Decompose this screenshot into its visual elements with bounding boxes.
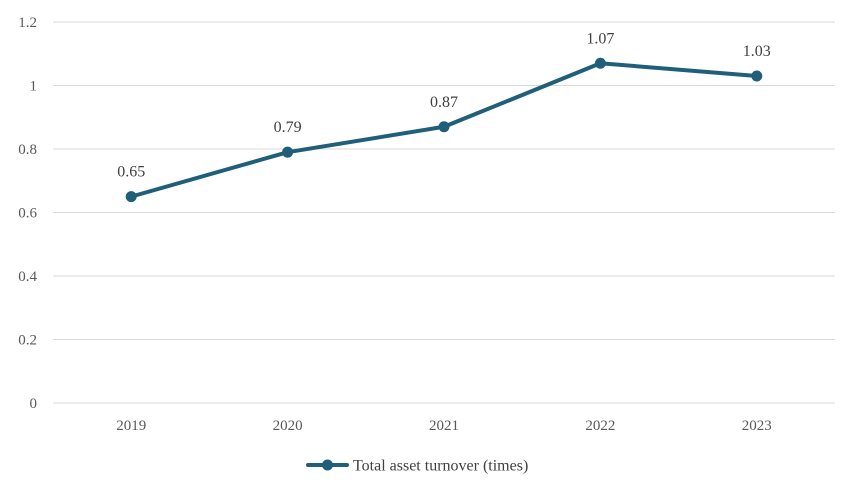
data-point	[438, 121, 450, 133]
y-tick-label: 0.4	[18, 269, 37, 285]
data-label: 0.79	[274, 119, 302, 136]
gridlines	[53, 21, 835, 404]
y-axis-tick-labels: 0 0.2 0.4 0.6 0.8 1 1.2	[18, 15, 37, 412]
x-tick-label: 2020	[273, 418, 303, 434]
y-tick-label: 1.2	[18, 15, 37, 31]
data-point	[125, 191, 137, 203]
data-label: 0.87	[430, 94, 458, 111]
data-label: 1.07	[586, 30, 614, 47]
x-tick-label: 2023	[742, 418, 772, 434]
x-axis-tick-labels: 2019 2020 2021 2022 2023	[116, 418, 772, 434]
y-tick-label: 0.8	[18, 142, 37, 158]
y-tick-label: 0	[30, 396, 38, 412]
legend: Total asset turnover (times)	[306, 458, 528, 475]
data-labels: 0.65 0.79 0.87 1.07 1.03	[117, 30, 771, 180]
data-label: 0.65	[117, 164, 145, 181]
y-tick-label: 0.6	[18, 206, 37, 222]
y-tick-label: 0.2	[18, 333, 37, 349]
y-tick-label: 1	[30, 79, 38, 95]
data-point	[751, 70, 763, 82]
series-total-asset-turnover	[125, 57, 763, 203]
legend-marker-icon	[322, 459, 333, 471]
x-tick-label: 2019	[116, 418, 146, 434]
legend-label: Total asset turnover (times)	[353, 458, 528, 475]
x-tick-label: 2022	[585, 418, 615, 434]
data-point	[282, 146, 294, 158]
data-label: 1.03	[743, 43, 771, 60]
x-tick-label: 2021	[429, 418, 459, 434]
data-point	[594, 57, 606, 69]
